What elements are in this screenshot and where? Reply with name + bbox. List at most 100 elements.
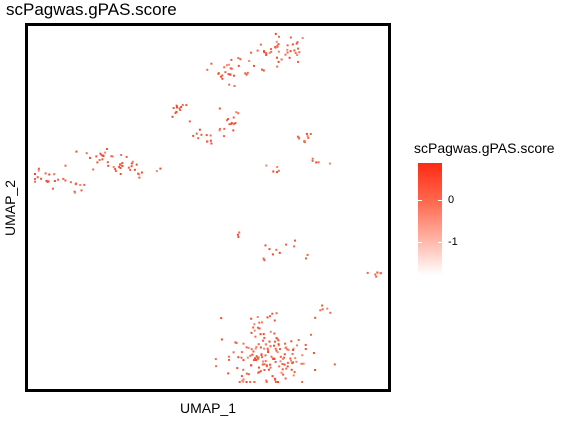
- scatter-point: [114, 170, 117, 172]
- scatter-point: [366, 271, 369, 274]
- scatter-point: [290, 368, 293, 371]
- scatter-point: [278, 251, 281, 254]
- scatter-point: [376, 271, 379, 274]
- scatter-point: [270, 50, 273, 53]
- scatter-point: [230, 122, 233, 124]
- scatter-point: [286, 365, 289, 368]
- scatter-point: [277, 381, 279, 383]
- scatter-point: [237, 57, 240, 60]
- scatter-point: [227, 63, 230, 66]
- scatter-point: [127, 166, 130, 169]
- scatter-point: [260, 352, 263, 355]
- scatter-point: [279, 355, 282, 358]
- scatter-point: [289, 50, 292, 53]
- scatter-point: [233, 85, 236, 87]
- scatter-point: [263, 336, 266, 339]
- scatter-point: [264, 343, 267, 346]
- scatter-point: [242, 342, 245, 345]
- scatter-point: [274, 32, 277, 35]
- scatter-point: [98, 159, 101, 161]
- scatter-point: [297, 339, 300, 341]
- scatter-point: [268, 248, 271, 251]
- scatter-point: [69, 181, 72, 184]
- scatter-point: [294, 52, 297, 54]
- scatter-point: [238, 381, 241, 383]
- scatter-point: [277, 344, 280, 347]
- scatter-point: [224, 71, 227, 74]
- scatter-point: [258, 321, 261, 324]
- scatter-point: [301, 354, 304, 357]
- chart-title: scPagwas.gPAS.score: [6, 0, 177, 19]
- scatter-point: [289, 36, 292, 39]
- scatter-point: [75, 150, 78, 153]
- scatter-point: [102, 155, 105, 158]
- scatter-point: [121, 165, 124, 167]
- scatter-point: [217, 72, 220, 75]
- scatter-point: [220, 338, 223, 341]
- y-axis-label: UMAP_2: [2, 179, 18, 237]
- scatter-point: [215, 365, 218, 368]
- scatter-point: [223, 66, 226, 69]
- scatter-point: [37, 169, 40, 172]
- scatter-point: [95, 155, 98, 158]
- scatter-point: [269, 366, 272, 369]
- scatter-point: [314, 369, 317, 371]
- scatter-point: [274, 46, 277, 49]
- scatter-point: [285, 346, 288, 349]
- scatter-point: [315, 161, 318, 164]
- scatter-point: [34, 173, 36, 175]
- scatter-point: [121, 162, 124, 165]
- scatter-point: [45, 179, 48, 182]
- scatter-point: [228, 83, 231, 86]
- scatter-point: [206, 140, 209, 143]
- scatter-point: [51, 187, 54, 190]
- scatter-point: [288, 56, 291, 59]
- scatter-point: [255, 345, 258, 348]
- scatter-point: [111, 155, 114, 158]
- scatter-point: [175, 110, 178, 113]
- scatter-point: [232, 129, 235, 132]
- scatter-point: [278, 365, 281, 368]
- scatter-point: [230, 58, 233, 61]
- scatter-point: [112, 166, 115, 168]
- scatter-point: [209, 139, 212, 142]
- scatter-point: [253, 329, 256, 332]
- scatter-point: [235, 111, 238, 114]
- scatter-point: [283, 363, 286, 366]
- scatter-point: [244, 72, 247, 75]
- scatter-point: [85, 152, 88, 155]
- scatter-point: [249, 381, 252, 383]
- scatter-point: [179, 109, 182, 111]
- scatter-point: [296, 135, 299, 138]
- scatter-point: [218, 129, 221, 132]
- scatter-point: [195, 132, 198, 135]
- scatter-point: [252, 350, 255, 353]
- scatter-point: [259, 333, 262, 336]
- scatter-point: [266, 347, 269, 350]
- scatter-point: [274, 361, 277, 363]
- scatter-point: [286, 348, 289, 351]
- scatter-point: [284, 377, 287, 380]
- scatter-point: [273, 332, 276, 335]
- scatter-point: [53, 180, 56, 182]
- scatter-point: [247, 346, 250, 349]
- scatter-point: [295, 360, 298, 363]
- scatter-point: [309, 133, 312, 135]
- scatter-point: [137, 172, 139, 175]
- scatter-point: [210, 62, 213, 65]
- scatter-point: [198, 128, 201, 131]
- scatter-point: [300, 362, 303, 365]
- scatter-point: [265, 365, 268, 368]
- scatter-point: [259, 346, 262, 349]
- scatter-point: [240, 375, 243, 378]
- scatter-point: [223, 135, 225, 138]
- scatter-point: [263, 347, 266, 350]
- scatter-point: [379, 272, 382, 274]
- scatter-point: [246, 71, 249, 74]
- scatter-point: [227, 73, 230, 76]
- scatter-point: [271, 253, 274, 256]
- scatter-point: [34, 178, 36, 180]
- scatter-point: [140, 171, 143, 174]
- scatter-point: [232, 351, 235, 354]
- scatter-point: [130, 165, 133, 168]
